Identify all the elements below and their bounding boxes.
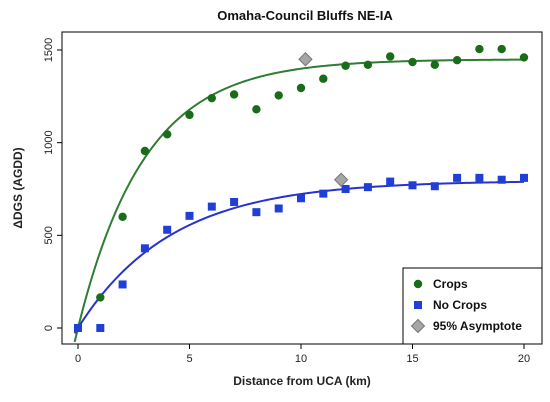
point-crops bbox=[140, 146, 150, 156]
legend-label-no-crops: No Crops bbox=[433, 298, 487, 312]
chart-title: Omaha-Council Bluffs NE-IA bbox=[217, 8, 393, 23]
point-crops bbox=[475, 44, 484, 54]
point-no-crops bbox=[118, 280, 127, 289]
point-no-crops bbox=[297, 194, 305, 203]
point-crops bbox=[252, 105, 261, 114]
point-no-crops bbox=[230, 197, 239, 206]
point-crops bbox=[452, 55, 462, 65]
point-no-crops bbox=[163, 225, 172, 234]
point-crops bbox=[207, 93, 216, 103]
legend-marker-no-crops bbox=[414, 301, 422, 309]
legend-marker-crops bbox=[413, 279, 423, 289]
legend: Crops No Crops 95% Asymptote bbox=[402, 267, 543, 345]
point-crops bbox=[497, 44, 506, 54]
point-no-crops bbox=[363, 183, 372, 192]
y-axis-label: ΔDGS (AGDD) bbox=[11, 147, 25, 228]
point-no-crops bbox=[453, 173, 462, 182]
legend-marker-95-asymptote bbox=[410, 318, 426, 334]
plot-frame bbox=[61, 31, 543, 345]
x-tick-label: 5 bbox=[186, 353, 192, 365]
point-no-crops bbox=[408, 181, 417, 190]
y-axis: 0 500 1000 1500 bbox=[43, 38, 62, 331]
point-crops bbox=[96, 293, 105, 302]
point-no-crops bbox=[185, 211, 194, 220]
point-crops bbox=[519, 53, 529, 62]
x-tick-label: 10 bbox=[295, 353, 307, 365]
point-no-crops bbox=[207, 202, 216, 211]
point-crops bbox=[319, 74, 328, 83]
legend-box bbox=[402, 267, 543, 345]
point-no-crops bbox=[74, 324, 82, 332]
y-tick-label: 1500 bbox=[43, 38, 55, 62]
point-no-crops bbox=[430, 182, 439, 191]
point-no-crops bbox=[274, 204, 283, 213]
x-tick-label: 20 bbox=[518, 353, 530, 365]
legend-label-crops: Crops bbox=[433, 277, 468, 291]
point-no-crops bbox=[497, 175, 506, 184]
point-crops bbox=[408, 57, 417, 67]
x-axis-label: Distance from UCA (km) bbox=[233, 374, 371, 388]
point-no-crops bbox=[140, 244, 149, 253]
point-crops bbox=[430, 60, 439, 70]
point-crops bbox=[296, 83, 306, 93]
y-tick-label: 0 bbox=[43, 325, 55, 331]
legend-label-95-asymptote: 95% Asymptote bbox=[433, 319, 522, 333]
point-crops bbox=[163, 130, 172, 139]
point-crops bbox=[363, 60, 373, 70]
point-95-asymptote bbox=[298, 52, 313, 67]
data-points bbox=[73, 44, 529, 333]
point-no-crops bbox=[475, 173, 484, 182]
point-crops bbox=[386, 52, 395, 61]
point-95-asymptote bbox=[333, 172, 349, 187]
point-crops bbox=[341, 61, 350, 70]
point-no-crops bbox=[386, 177, 395, 186]
point-no-crops bbox=[96, 324, 105, 332]
fit-curve-crops bbox=[73, 58, 525, 343]
x-tick-label: 15 bbox=[406, 353, 418, 365]
point-crops bbox=[185, 110, 194, 120]
point-no-crops bbox=[319, 189, 328, 198]
point-no-crops bbox=[341, 185, 350, 193]
y-tick-label: 500 bbox=[43, 226, 55, 244]
point-crops bbox=[118, 212, 127, 221]
x-tick-label: 0 bbox=[75, 353, 81, 365]
point-no-crops bbox=[520, 173, 528, 182]
x-axis: 0 5 10 15 20 bbox=[75, 344, 530, 365]
y-tick-label: 1000 bbox=[43, 130, 55, 154]
point-no-crops bbox=[252, 208, 261, 217]
point-crops bbox=[229, 90, 239, 99]
point-crops bbox=[274, 91, 283, 100]
